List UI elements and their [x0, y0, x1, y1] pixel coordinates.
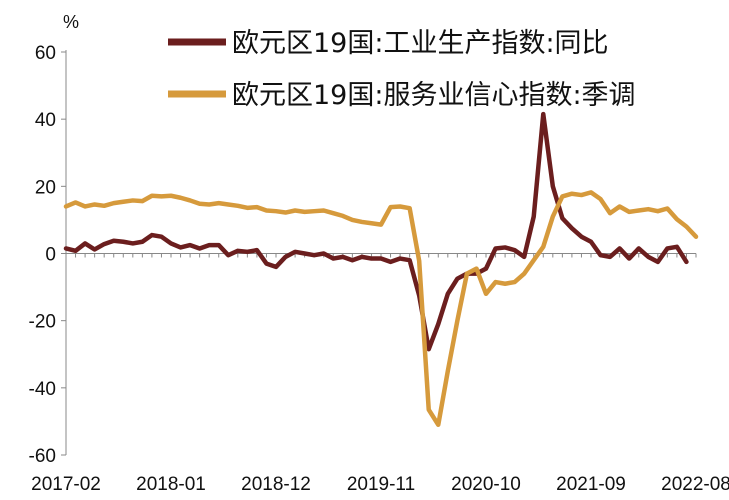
series-lines — [63, 111, 699, 428]
y-tick-label: 40 — [35, 110, 56, 131]
series-line-1 — [63, 111, 689, 352]
legend-label-1: 欧元区19国:工业生产指数:同比 — [232, 28, 609, 59]
y-tick-label: 60 — [35, 43, 56, 64]
y-tick-label: 20 — [35, 177, 56, 198]
x-tick-label: 2017-02 — [31, 474, 101, 495]
y-tick-label: -40 — [29, 379, 56, 400]
x-axis-ticks: 2017-02 2018-01 2018-12 2019-11 2020-10 2021-… — [31, 253, 729, 495]
y-tick-label: 0 — [45, 245, 56, 266]
x-tick-label: 2018-12 — [241, 474, 311, 495]
x-tick-label: 2019-11 — [347, 474, 415, 495]
series-line-2 — [63, 190, 699, 428]
x-tick-label: 2022-08 — [661, 474, 729, 495]
y-tick-label: -60 — [29, 446, 56, 467]
x-tick-label: 2021-09 — [556, 474, 626, 495]
y-axis-ticks: -60 -40 -20 0 20 40 60 — [29, 43, 66, 467]
y-axis-unit: % — [63, 12, 79, 32]
x-tick-label: 2020-10 — [451, 474, 521, 495]
legend-label-2: 欧元区19国:服务业信心指数:季调 — [232, 80, 636, 111]
y-tick-label: -20 — [29, 312, 56, 333]
x-tick-label: 2018-01 — [136, 474, 206, 495]
